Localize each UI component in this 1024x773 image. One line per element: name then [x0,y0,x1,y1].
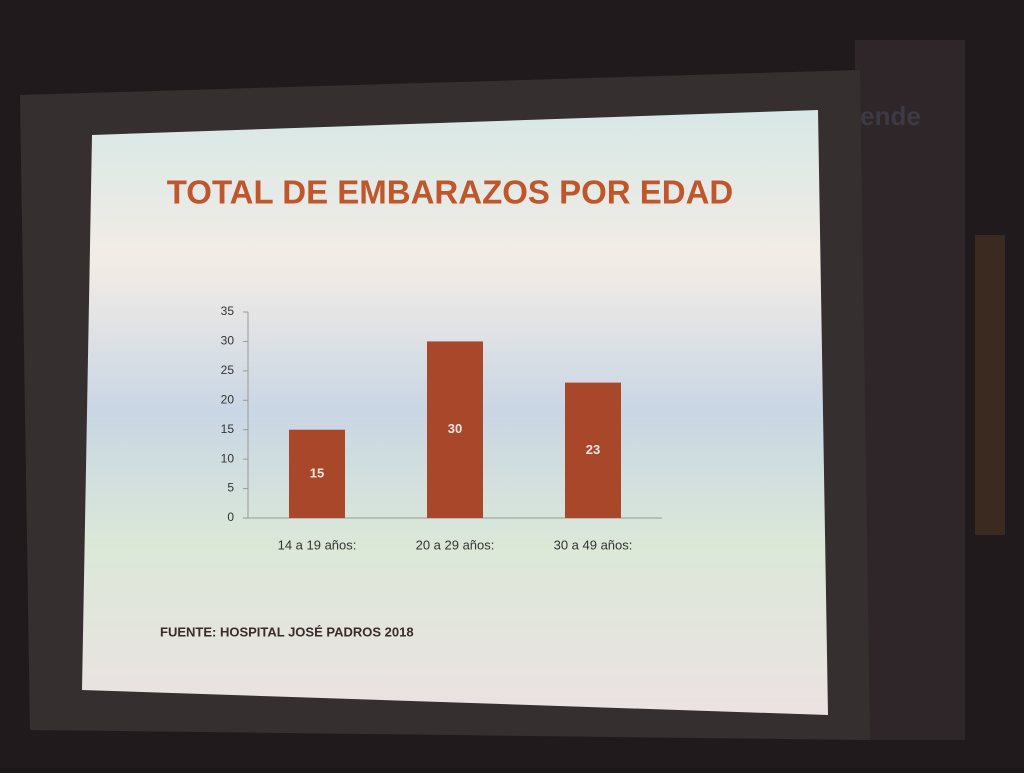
x-tick-label: 20 a 29 años: [416,537,495,552]
chart-title: TOTAL DE EMBARAZOS POR EDAD [167,174,734,211]
y-tick-label: 5 [227,481,234,495]
y-tick-label: 15 [221,422,235,436]
y-tick-label: 10 [221,451,235,465]
bar [427,341,483,518]
value-label: 30 [448,421,462,436]
y-tick-label: 30 [221,334,235,348]
value-label: 15 [310,465,324,480]
door-light [975,235,1005,535]
x-tick-label: 14 a 19 años: [278,537,357,552]
bar [289,429,345,518]
wall-panel [855,40,965,740]
plot: 0 5 10 15 20 25 30 35 14 a 19 años: 15 20 a 29 año… [221,304,662,552]
y-tick-label: 25 [221,363,235,377]
source-note: FUENTE: HOSPITAL JOSÉ PADROS 2018 [160,624,414,639]
y-tick-label: 20 [221,392,235,406]
value-label: 23 [586,442,600,457]
y-tick-label: 35 [221,304,235,318]
wall-text: rende [850,101,921,131]
y-tick-label: 0 [227,510,234,524]
x-tick-label: 30 a 49 años: [554,537,633,552]
bar [565,382,621,518]
